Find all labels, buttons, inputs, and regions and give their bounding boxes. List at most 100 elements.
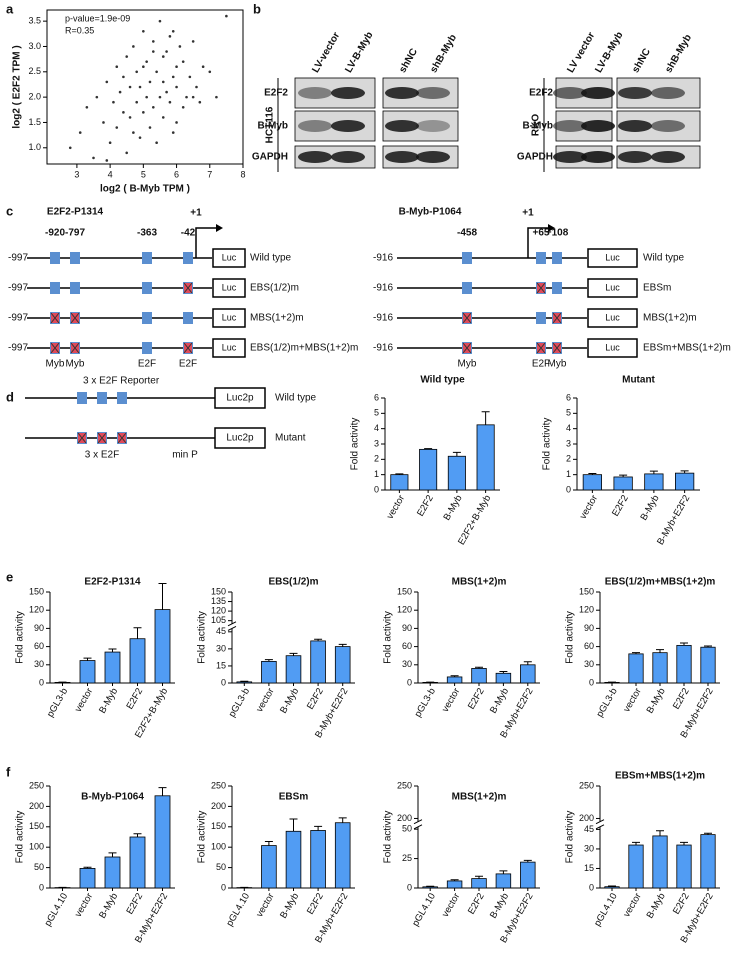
y-axis-label: Fold activity: [565, 611, 576, 664]
band: [416, 87, 450, 99]
bar: [652, 835, 668, 889]
construct-label: EBSm: [643, 283, 671, 294]
error-bar: [158, 583, 167, 610]
reporter-label: Luc: [605, 312, 620, 322]
band: [416, 151, 450, 163]
site-x: [183, 282, 193, 294]
y-tick-label: 250: [397, 780, 412, 790]
band: [553, 87, 587, 99]
site-box: [97, 392, 107, 404]
site-box: [183, 312, 193, 324]
position-label: +65: [533, 228, 550, 239]
error-bar: [338, 817, 347, 823]
x-tick-label: pGL3-b: [227, 686, 252, 719]
point: [128, 85, 132, 89]
reporter-label: Luc: [222, 312, 237, 322]
x-tick-label: B-Myb: [645, 891, 668, 920]
y-tick-label: 4: [566, 423, 571, 433]
bar: [104, 856, 121, 889]
x-tick-label: pGL3-b: [413, 686, 438, 719]
point: [158, 19, 162, 23]
lane-label: LV-vector: [310, 30, 342, 74]
bar: [471, 668, 487, 684]
bar: [471, 878, 487, 889]
site-box: [462, 282, 472, 294]
bar: [154, 609, 171, 684]
start-label: -916: [373, 343, 393, 354]
x-tick-label: B-Myb: [488, 891, 511, 920]
site-box: [552, 252, 562, 264]
site-x: [536, 282, 546, 294]
annotation: p-value=1.9e-09: [65, 13, 130, 23]
x-tick-label: E2F2: [124, 891, 145, 916]
y-axis-label: Fold activity: [383, 811, 394, 864]
row-label: GAPDH: [517, 152, 553, 163]
tss-arrow: [195, 227, 216, 258]
y-tick-label: 45: [584, 824, 594, 834]
x-tick-label: E2F2: [124, 686, 145, 711]
reporter-label: Luc: [222, 252, 237, 262]
y-tick-label: 100: [29, 842, 44, 852]
chart-title: EBS(1/2)m+MBS(1+2)m: [605, 577, 716, 588]
site-box: [142, 252, 152, 264]
position-label: +108: [546, 228, 569, 239]
x-tick-label: vector: [73, 891, 95, 919]
y-tick-label: 6: [374, 392, 379, 402]
error-bar: [649, 470, 658, 474]
point: [191, 40, 195, 43]
y-tick-label: 0: [589, 677, 594, 687]
y-tick-label: 90: [34, 623, 44, 633]
x-tick-label: B-Myb: [278, 686, 301, 715]
chart-title: Mutant: [622, 375, 655, 386]
point: [148, 80, 152, 84]
site-box: [142, 282, 152, 294]
x-tick-label: E2F2: [671, 686, 692, 711]
y-tick-label: 0: [221, 882, 226, 892]
y-tick-label: 120: [29, 605, 44, 615]
error-bar: [680, 642, 688, 646]
point: [142, 65, 145, 69]
bar: [129, 836, 146, 889]
panel-label: d: [6, 389, 14, 404]
bar: [520, 861, 536, 889]
bar: [446, 676, 463, 684]
y-tick-label: 30: [402, 659, 412, 669]
point: [115, 65, 119, 69]
error-bar: [704, 832, 712, 835]
bar: [495, 672, 512, 684]
point: [171, 75, 175, 79]
bar: [236, 681, 253, 684]
y-tick-label: 150: [579, 586, 594, 596]
chart-title: Wild type: [420, 375, 465, 386]
y-tick-label: 150: [211, 586, 226, 596]
x-axis-label: log2 ( B-Myb TPM ): [100, 184, 190, 195]
error-bar: [108, 648, 117, 653]
y-tick-label: 30: [584, 659, 594, 669]
x-tick-label: B-Myb: [488, 686, 511, 715]
y-axis-label: Fold activity: [15, 611, 26, 664]
position-label: -797: [65, 228, 85, 239]
site-x: [70, 342, 80, 354]
band: [651, 87, 685, 99]
site-x: [183, 342, 193, 354]
x-tick-label: B-Myb: [645, 686, 668, 715]
position-label: -920: [45, 228, 65, 239]
point: [105, 80, 109, 84]
sites-label: 3 x E2F: [85, 450, 119, 461]
bar: [447, 455, 466, 491]
error-bar: [680, 470, 689, 474]
x-tick-label: vector: [440, 686, 462, 714]
y-tick-label: 120: [211, 605, 226, 615]
reporter-box: [587, 248, 638, 268]
lane-label: LV-B-Myb: [593, 30, 625, 75]
error-bar: [704, 645, 712, 648]
error-bar: [680, 841, 688, 846]
site-label: E2F: [179, 359, 197, 370]
bar: [422, 886, 438, 889]
chart-title: MBS(1+2)m: [452, 792, 507, 803]
point: [198, 100, 202, 104]
reporter-label: Luc: [605, 342, 620, 352]
error-bar: [264, 659, 273, 662]
y-tick-label: 3.5: [28, 16, 41, 26]
x-tick-label: B-Myb: [638, 493, 661, 522]
